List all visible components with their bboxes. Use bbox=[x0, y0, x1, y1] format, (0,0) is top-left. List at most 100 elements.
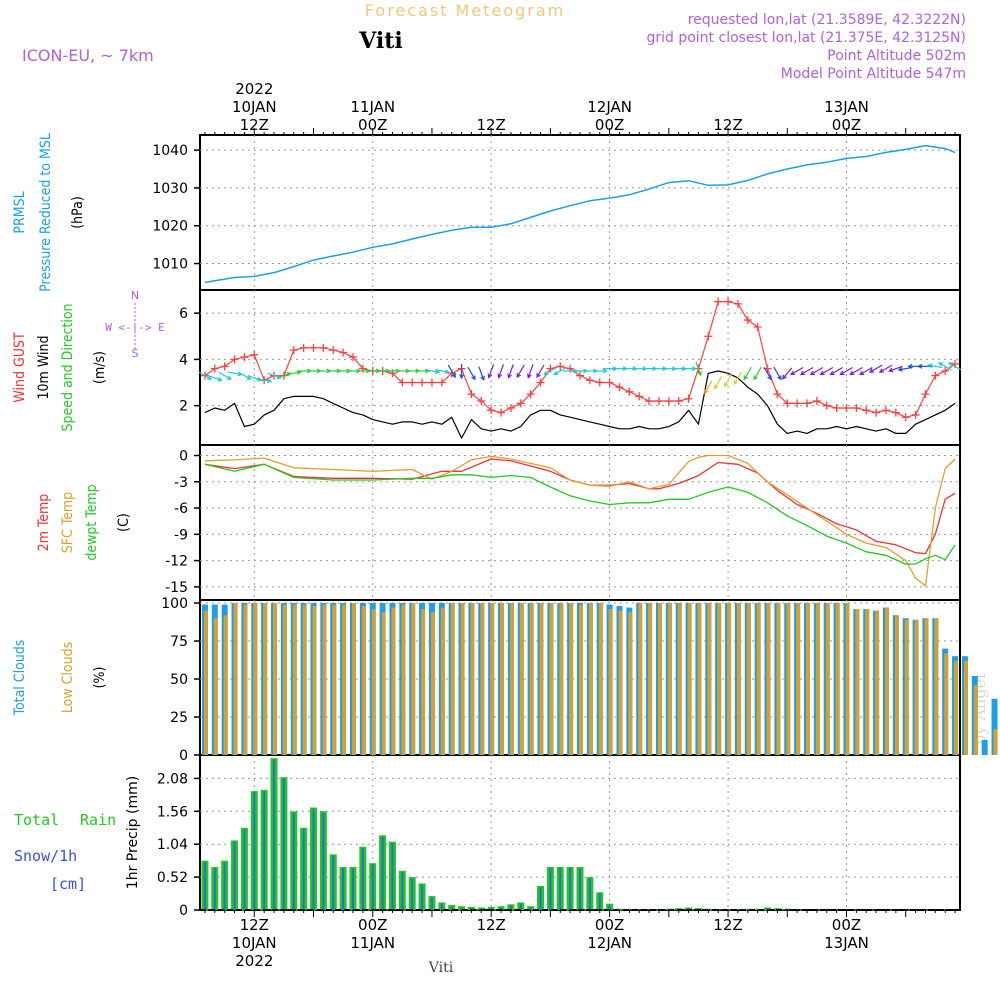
wind-arrow-head bbox=[444, 369, 450, 375]
gust-marker bbox=[230, 355, 239, 364]
snow-bar bbox=[519, 903, 522, 910]
requested-coords: requested lon,lat (21.3589E, 42.3222N) bbox=[688, 12, 966, 28]
gust-marker bbox=[299, 343, 308, 352]
gust-marker bbox=[812, 397, 821, 406]
low-cloud-bar bbox=[687, 603, 692, 755]
gust-marker bbox=[506, 403, 515, 412]
wind-arrow-head bbox=[878, 368, 884, 373]
wind-arrow-head bbox=[723, 382, 729, 388]
wind-arrow-head bbox=[888, 367, 894, 373]
pressure-line bbox=[204, 144, 956, 284]
wind-arrow-head bbox=[536, 373, 541, 379]
gust-marker bbox=[595, 378, 604, 387]
gust-marker bbox=[635, 392, 644, 401]
low-cloud-bar bbox=[648, 603, 653, 755]
model-altitude: Model Point Altitude 547m bbox=[781, 66, 966, 82]
snow-bar bbox=[381, 836, 384, 910]
snow-bar bbox=[282, 778, 285, 910]
rain-bar bbox=[754, 908, 762, 910]
gust-marker bbox=[329, 346, 338, 355]
snow-bar bbox=[579, 868, 581, 910]
temp-line-2m-temp bbox=[204, 458, 956, 555]
snow-bar bbox=[351, 868, 354, 910]
gust-marker bbox=[348, 353, 357, 362]
gust-marker bbox=[941, 366, 950, 375]
wind-arrow-head bbox=[907, 363, 913, 369]
low-cloud-bar bbox=[914, 619, 919, 755]
snow-bar bbox=[727, 909, 730, 910]
wind-arrow-shaft bbox=[544, 366, 557, 375]
low-cloud-bar bbox=[746, 603, 751, 755]
low-cloud-bar bbox=[332, 604, 337, 755]
gust-marker bbox=[803, 399, 812, 408]
axis-label-3: (C) bbox=[116, 513, 132, 532]
time-label-top: 12Z bbox=[240, 116, 269, 134]
wind-arrow-shaft bbox=[889, 365, 903, 372]
gust-marker bbox=[931, 371, 940, 380]
wind-arrow-head bbox=[217, 376, 223, 382]
snow-bar bbox=[292, 812, 295, 910]
gust-marker bbox=[724, 297, 733, 306]
gust-marker bbox=[891, 408, 900, 417]
gust-marker bbox=[556, 362, 565, 371]
low-cloud-bar bbox=[776, 603, 781, 755]
axis-label-2: dewpt Temp bbox=[84, 484, 100, 560]
time-label-bottom: 12Z bbox=[476, 916, 505, 934]
gust-marker bbox=[921, 390, 930, 399]
low-cloud-bar bbox=[470, 603, 475, 755]
low-cloud-bar bbox=[539, 603, 544, 755]
total-cloud-bar bbox=[981, 739, 988, 755]
snow-bar bbox=[450, 906, 453, 910]
gust-marker bbox=[674, 397, 683, 406]
snow-bar bbox=[529, 907, 532, 910]
y-tick-label: -6 bbox=[174, 501, 188, 517]
wind-arrow-shaft bbox=[695, 361, 702, 376]
wind-arrow-head bbox=[497, 373, 503, 379]
axis-label-2: (hPa) bbox=[70, 196, 86, 229]
snow-bar bbox=[213, 868, 216, 910]
gust-marker bbox=[714, 297, 723, 306]
gust-marker bbox=[516, 399, 525, 408]
snow-bar bbox=[391, 842, 394, 910]
wind-arrow-shaft bbox=[733, 371, 742, 385]
snow-bar bbox=[440, 903, 443, 910]
wind-arrow-head bbox=[487, 373, 493, 379]
low-cloud-bar bbox=[509, 603, 514, 755]
gust-marker bbox=[684, 394, 693, 403]
wind-arrow bbox=[704, 380, 713, 395]
gust-marker bbox=[783, 399, 792, 408]
low-cloud-bar bbox=[973, 685, 978, 755]
wind-arrow bbox=[773, 366, 782, 381]
time-label-top: 12Z bbox=[476, 116, 505, 134]
wind-arrow-head bbox=[927, 363, 933, 369]
snow-bar bbox=[687, 908, 690, 910]
wind-arrow-shaft bbox=[928, 364, 943, 369]
wind-arrow-head bbox=[917, 363, 923, 369]
low-cloud-bar bbox=[815, 603, 820, 755]
wind-arrow-head bbox=[839, 370, 845, 376]
gust-marker bbox=[881, 406, 890, 415]
wind-arrow-shaft bbox=[948, 362, 962, 371]
gust-marker bbox=[733, 299, 742, 308]
snow-bar bbox=[539, 887, 542, 910]
y-tick-label: 1020 bbox=[152, 219, 188, 235]
snow-bar bbox=[302, 829, 305, 910]
wind-arrow-shaft bbox=[507, 364, 514, 378]
wind-arrow-head bbox=[691, 366, 697, 372]
wind-arrow-shaft bbox=[724, 373, 733, 387]
axis-label-0: Wind GUST bbox=[12, 332, 28, 403]
axis-label-0: 2m Temp bbox=[36, 494, 52, 552]
axis-label-1: 10m Wind bbox=[36, 336, 52, 400]
low-cloud-bar bbox=[559, 603, 564, 755]
snow-bar bbox=[332, 855, 335, 910]
axis-label-2: Speed and Direction bbox=[60, 303, 76, 431]
low-cloud-bar bbox=[588, 603, 593, 755]
snow-bar bbox=[233, 841, 236, 910]
wind-arrow-head bbox=[459, 374, 465, 380]
wind-arrow-shaft bbox=[869, 364, 883, 373]
low-cloud-bar bbox=[351, 603, 356, 755]
time-label-bottom: 12Z bbox=[713, 916, 742, 934]
gust-marker bbox=[418, 378, 427, 387]
y-tick-label: -12 bbox=[165, 554, 188, 570]
low-cloud-bar bbox=[598, 603, 603, 755]
